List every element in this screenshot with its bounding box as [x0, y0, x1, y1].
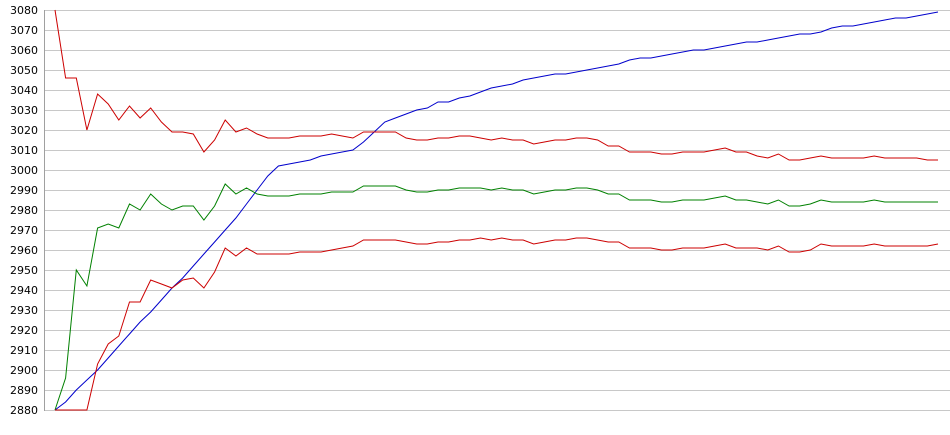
- y-tick-label: 2970: [10, 224, 38, 237]
- y-tick-label: 3000: [10, 164, 38, 177]
- y-tick-label: 3040: [10, 84, 38, 97]
- y-tick-label: 2880: [10, 404, 38, 417]
- series-line-1: [54, 11, 939, 411]
- y-tick-label: 2940: [10, 284, 38, 297]
- gridlines: [44, 10, 950, 411]
- y-tick-label: 3070: [10, 24, 38, 37]
- y-tick-label: 3030: [10, 104, 38, 117]
- y-tick-label: 2920: [10, 324, 38, 337]
- y-tick-label: 2900: [10, 364, 38, 377]
- y-tick-label: 2890: [10, 384, 38, 397]
- series-line-2: [54, 9, 938, 161]
- y-tick-label: 2930: [10, 304, 38, 317]
- y-tick-label: 2980: [10, 204, 38, 217]
- series-line-3: [54, 183, 938, 411]
- y-axis-tick-labels: 2880 2890 2900 2910 2920 2930 2940 2950 2960 2970…: [10, 4, 38, 417]
- y-tick-label: 2950: [10, 264, 38, 277]
- y-tick-label: 3050: [10, 64, 38, 77]
- series-lines: [54, 9, 939, 411]
- y-tick-label: 2990: [10, 184, 38, 197]
- y-tick-label: 3010: [10, 144, 38, 157]
- y-tick-label: 3060: [10, 44, 38, 57]
- series-line-4: [55, 237, 939, 411]
- y-tick-label: 3080: [10, 4, 38, 17]
- y-tick-label: 2910: [10, 344, 38, 357]
- y-tick-label: 2960: [10, 244, 38, 257]
- y-tick-label: 3020: [10, 124, 38, 137]
